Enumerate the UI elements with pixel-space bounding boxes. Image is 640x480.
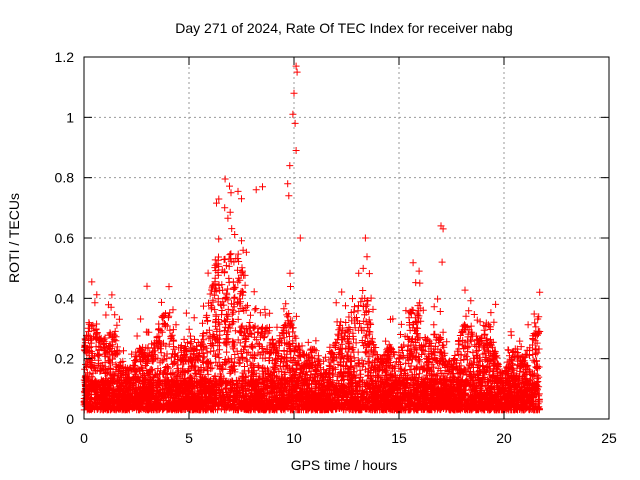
chart-title: Day 271 of 2024, Rate Of TEC Index for r… bbox=[175, 20, 512, 36]
x-tick-label: 0 bbox=[80, 430, 88, 446]
x-tick-label: 15 bbox=[391, 430, 407, 446]
x-axis-label: GPS time / hours bbox=[291, 457, 398, 473]
y-tick-label: 0.6 bbox=[55, 230, 75, 246]
roti-markers bbox=[80, 62, 544, 414]
data-points bbox=[80, 62, 544, 414]
axis-ticks bbox=[83, 56, 610, 420]
y-tick-label: 0 bbox=[66, 411, 74, 427]
y-tick-label: 1.2 bbox=[55, 49, 75, 65]
y-axis-label: ROTI / TECUs bbox=[6, 193, 22, 283]
y-tick-label: 0.2 bbox=[55, 351, 75, 367]
x-tick-labels: 0 5 10 15 20 25 bbox=[80, 430, 617, 446]
y-tick-label: 0.4 bbox=[55, 290, 75, 306]
y-tick-labels: 0 0.2 0.4 0.6 0.8 1 1.2 bbox=[55, 49, 75, 427]
x-tick-label: 5 bbox=[185, 430, 193, 446]
y-tick-label: 1 bbox=[66, 109, 74, 125]
x-tick-label: 10 bbox=[286, 430, 302, 446]
x-tick-label: 20 bbox=[496, 430, 512, 446]
y-tick-label: 0.8 bbox=[55, 170, 75, 186]
x-tick-label: 25 bbox=[601, 430, 617, 446]
